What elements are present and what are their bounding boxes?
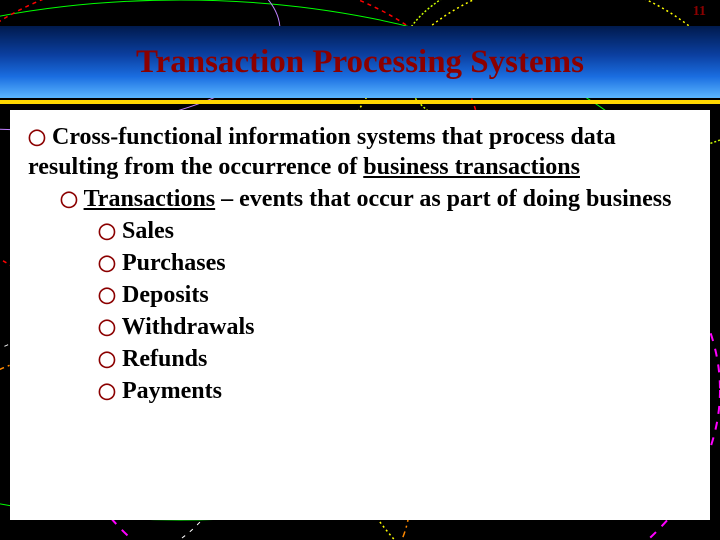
bullet-level2: ◯ Transactions – events that occur as pa… <box>60 184 690 214</box>
bullet-level3: ◯ Purchases <box>98 248 690 278</box>
bullet-icon: ◯ <box>98 318 116 338</box>
bullet-icon: ◯ <box>98 382 116 402</box>
page-number: 11 <box>693 4 706 20</box>
lvl1-underlined: business transactions <box>363 154 580 180</box>
bullet-icon: ◯ <box>28 128 46 148</box>
lvl3-text: Refunds <box>116 346 207 372</box>
title-band: Transaction Processing Systems <box>0 26 720 98</box>
bullet-icon: ◯ <box>98 286 116 306</box>
bullet-level1: ◯ Cross-functional information systems t… <box>28 122 690 182</box>
bullet-icon: ◯ <box>60 190 78 210</box>
title-underline <box>0 100 720 104</box>
bullet-level3: ◯ Refunds <box>98 344 690 374</box>
lvl3-text: Deposits <box>116 282 209 308</box>
lvl3-text: Withdrawals <box>116 314 254 340</box>
lvl3-text: Sales <box>116 218 174 244</box>
lvl2-post: – events that occur as part of doing bus… <box>215 186 671 212</box>
lvl2-underlined: Transactions <box>84 186 216 212</box>
bullet-icon: ◯ <box>98 222 116 242</box>
content-area: ◯ Cross-functional information systems t… <box>10 110 710 520</box>
slide-title: Transaction Processing Systems <box>136 44 584 81</box>
bullet-level3: ◯ Payments <box>98 376 690 406</box>
lvl3-text: Purchases <box>116 250 226 276</box>
bullet-icon: ◯ <box>98 350 116 370</box>
bullet-icon: ◯ <box>98 254 116 274</box>
lvl3-text: Payments <box>116 378 222 404</box>
bullet-level3: ◯ Deposits <box>98 280 690 310</box>
bullet-level3: ◯ Sales <box>98 216 690 246</box>
bullet-level3: ◯ Withdrawals <box>98 312 690 342</box>
